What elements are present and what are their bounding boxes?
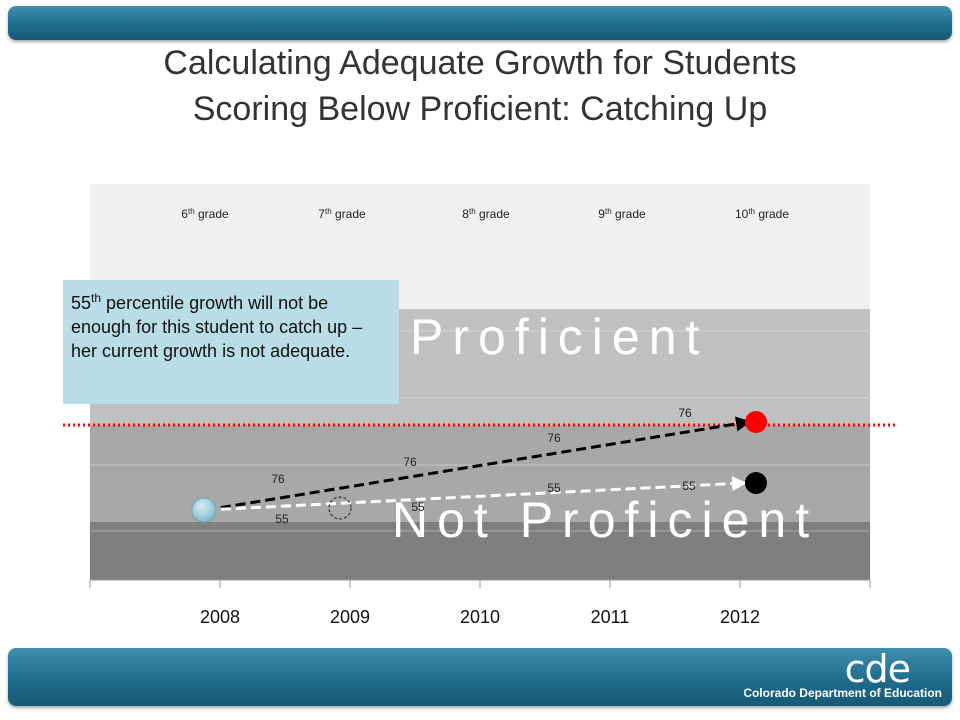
- cde-logo-text: Colorado Department of Education: [743, 686, 942, 700]
- x-tick-label: 2010: [460, 607, 500, 627]
- bottom-banner: cde Colorado Department of Education: [8, 648, 952, 706]
- adequate-growth-label: 76: [547, 431, 561, 445]
- adequate-growth-label: 76: [403, 455, 417, 469]
- top-banner: [8, 6, 952, 40]
- x-tick-label: 2008: [200, 607, 240, 627]
- current-growth-label: 55: [682, 479, 696, 493]
- grade-label: 10th grade: [735, 207, 789, 221]
- x-tick-label: 2009: [330, 607, 370, 627]
- callout-box: 55th percentile growth will not be enoug…: [63, 280, 399, 404]
- title-line-1: Calculating Adequate Growth for Students: [163, 44, 797, 82]
- band-not-proficient: [90, 425, 870, 522]
- adequate-growth-label: 76: [271, 472, 285, 486]
- current-growth-label: 55: [275, 512, 289, 526]
- start-point: [191, 497, 217, 523]
- slide-title: Calculating Adequate Growth for Students…: [0, 40, 960, 132]
- band-lowest: [90, 522, 870, 580]
- target-point: [745, 411, 767, 433]
- grade-label: 9th grade: [598, 207, 646, 221]
- grade-label: 6th grade: [181, 207, 229, 221]
- grade-label: 8th grade: [462, 207, 510, 221]
- ghost-point-2009: [328, 496, 352, 520]
- current-growth-label: 55: [547, 481, 561, 495]
- adequate-growth-path: [205, 416, 751, 512]
- adequate-growth-label: 76: [678, 406, 692, 420]
- current-growth-label: 55: [411, 500, 425, 514]
- cde-logo: cde: [844, 647, 911, 691]
- callout-text: 55th percentile growth will not be enoug…: [71, 291, 363, 361]
- title-line-2: Scoring Below Proficient: Catching Up: [192, 90, 768, 128]
- projected-point: [745, 472, 767, 494]
- grade-label: 7th grade: [318, 207, 366, 221]
- x-tick-label: 2012: [720, 607, 760, 627]
- proficient-label: Proficient: [410, 309, 708, 365]
- x-tick-label: 2011: [591, 607, 630, 627]
- not-proficient-label: Not Proficient: [392, 492, 818, 548]
- callout-superscript: th: [91, 291, 102, 305]
